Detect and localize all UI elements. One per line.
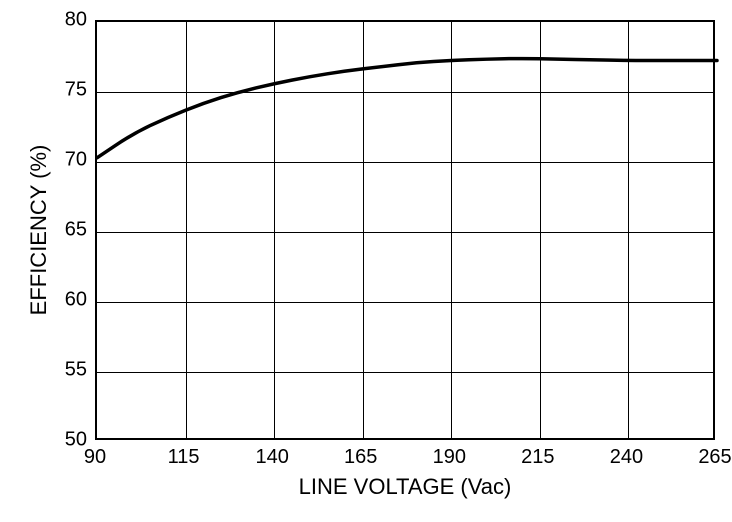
x-tick-label: 165 [344, 446, 377, 469]
y-tick-label: 70 [65, 149, 87, 172]
efficiency-chart: EFFICIENCY (%) LINE VOLTAGE (Vac) 90 115 1… [0, 0, 732, 522]
x-tick-label: 115 [168, 446, 200, 469]
x-tick-label: 265 [698, 446, 731, 469]
y-tick-label: 50 [65, 429, 87, 452]
x-tick-label: 190 [433, 446, 466, 469]
x-tick-label: 140 [255, 446, 288, 469]
x-tick-label: 90 [84, 446, 106, 469]
y-tick-label: 75 [65, 79, 87, 102]
y-tick-label: 65 [65, 219, 87, 242]
y-tick-label: 60 [65, 289, 87, 312]
efficiency-curve [97, 22, 717, 442]
plot-area [95, 20, 715, 440]
x-axis-label: LINE VOLTAGE (Vac) [299, 474, 512, 500]
y-tick-label: 80 [65, 9, 87, 32]
y-axis-label: EFFICIENCY (%) [26, 145, 52, 316]
x-tick-label: 240 [610, 446, 643, 469]
y-tick-label: 55 [65, 359, 87, 382]
x-tick-label: 215 [521, 446, 554, 469]
